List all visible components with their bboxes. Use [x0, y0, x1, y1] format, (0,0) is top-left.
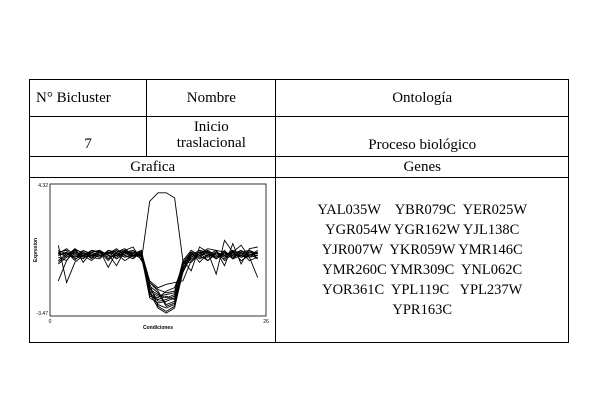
series-line-13: [57, 192, 259, 282]
nombre-cell: Inicio traslacional: [146, 116, 277, 157]
genes-line-3: YJR007W YKR059W YMR146C: [321, 242, 523, 258]
y-tick-label-min: -3.47: [37, 311, 49, 317]
series-line-14: [57, 242, 258, 289]
x-axis-label: Condiciones: [143, 325, 173, 331]
genes-line-2: YGR054W YGR162W YJL138C: [325, 222, 520, 238]
label-row: Grafica Genes: [28, 156, 569, 178]
y-tick-label-max: 4.32: [38, 183, 48, 189]
header-ontologia: Ontología: [275, 79, 569, 117]
series-line-9: [58, 251, 258, 314]
genes-cell: YAL035W YBR079C YER025W YGR054W YGR162W …: [275, 177, 569, 343]
x-tick-label-max: 26: [263, 319, 269, 325]
genes-list: YAL035W YBR079C YER025W YGR054W YGR162W …: [276, 200, 568, 320]
genes-line-5: YOR361C YPL119C YPL237W: [322, 282, 523, 298]
genes-line-6: YPR163C: [392, 302, 453, 318]
header-bicluster: N° Bicluster: [28, 79, 148, 117]
y-axis-label: Expresion: [33, 238, 39, 262]
header-nombre: Nombre: [146, 79, 277, 117]
expression-line-chart: 4.32 -3.470 26 Condiciones Expresion: [33, 183, 269, 331]
nombre-line-2: traslacional: [176, 135, 246, 151]
series-line-3: [58, 249, 258, 306]
genes-line-1: YAL035W YBR079C YER025W: [317, 202, 528, 218]
series-line-10: [58, 249, 258, 294]
grafica-label: Grafica: [28, 156, 277, 178]
ontologia-value: Proceso biológico: [275, 116, 569, 157]
series-line-12: [58, 249, 258, 309]
header-row: N° Bicluster Nombre Ontología: [28, 79, 569, 117]
x-tick-label-min: 0: [49, 319, 52, 325]
content-row: 4.32 -3.47 0 26 Condiciones Expresion YAL035W…: [28, 177, 569, 343]
nombre-line-1: Inicio: [193, 119, 229, 135]
genes-line-4: YMR260C YMR309C YNL062C: [322, 262, 523, 278]
data-row: 7 Inicio traslacional Proceso biológico: [28, 116, 569, 157]
plot-cell: 4.32 -3.47 0 26 Condiciones Expresion: [28, 177, 277, 343]
bicluster-number: 7: [28, 116, 148, 157]
genes-label: Genes: [275, 156, 569, 178]
bicluster-table: N° Bicluster Nombre Ontología 7 Inicio t…: [28, 79, 569, 343]
series-line-11: [58, 249, 258, 301]
